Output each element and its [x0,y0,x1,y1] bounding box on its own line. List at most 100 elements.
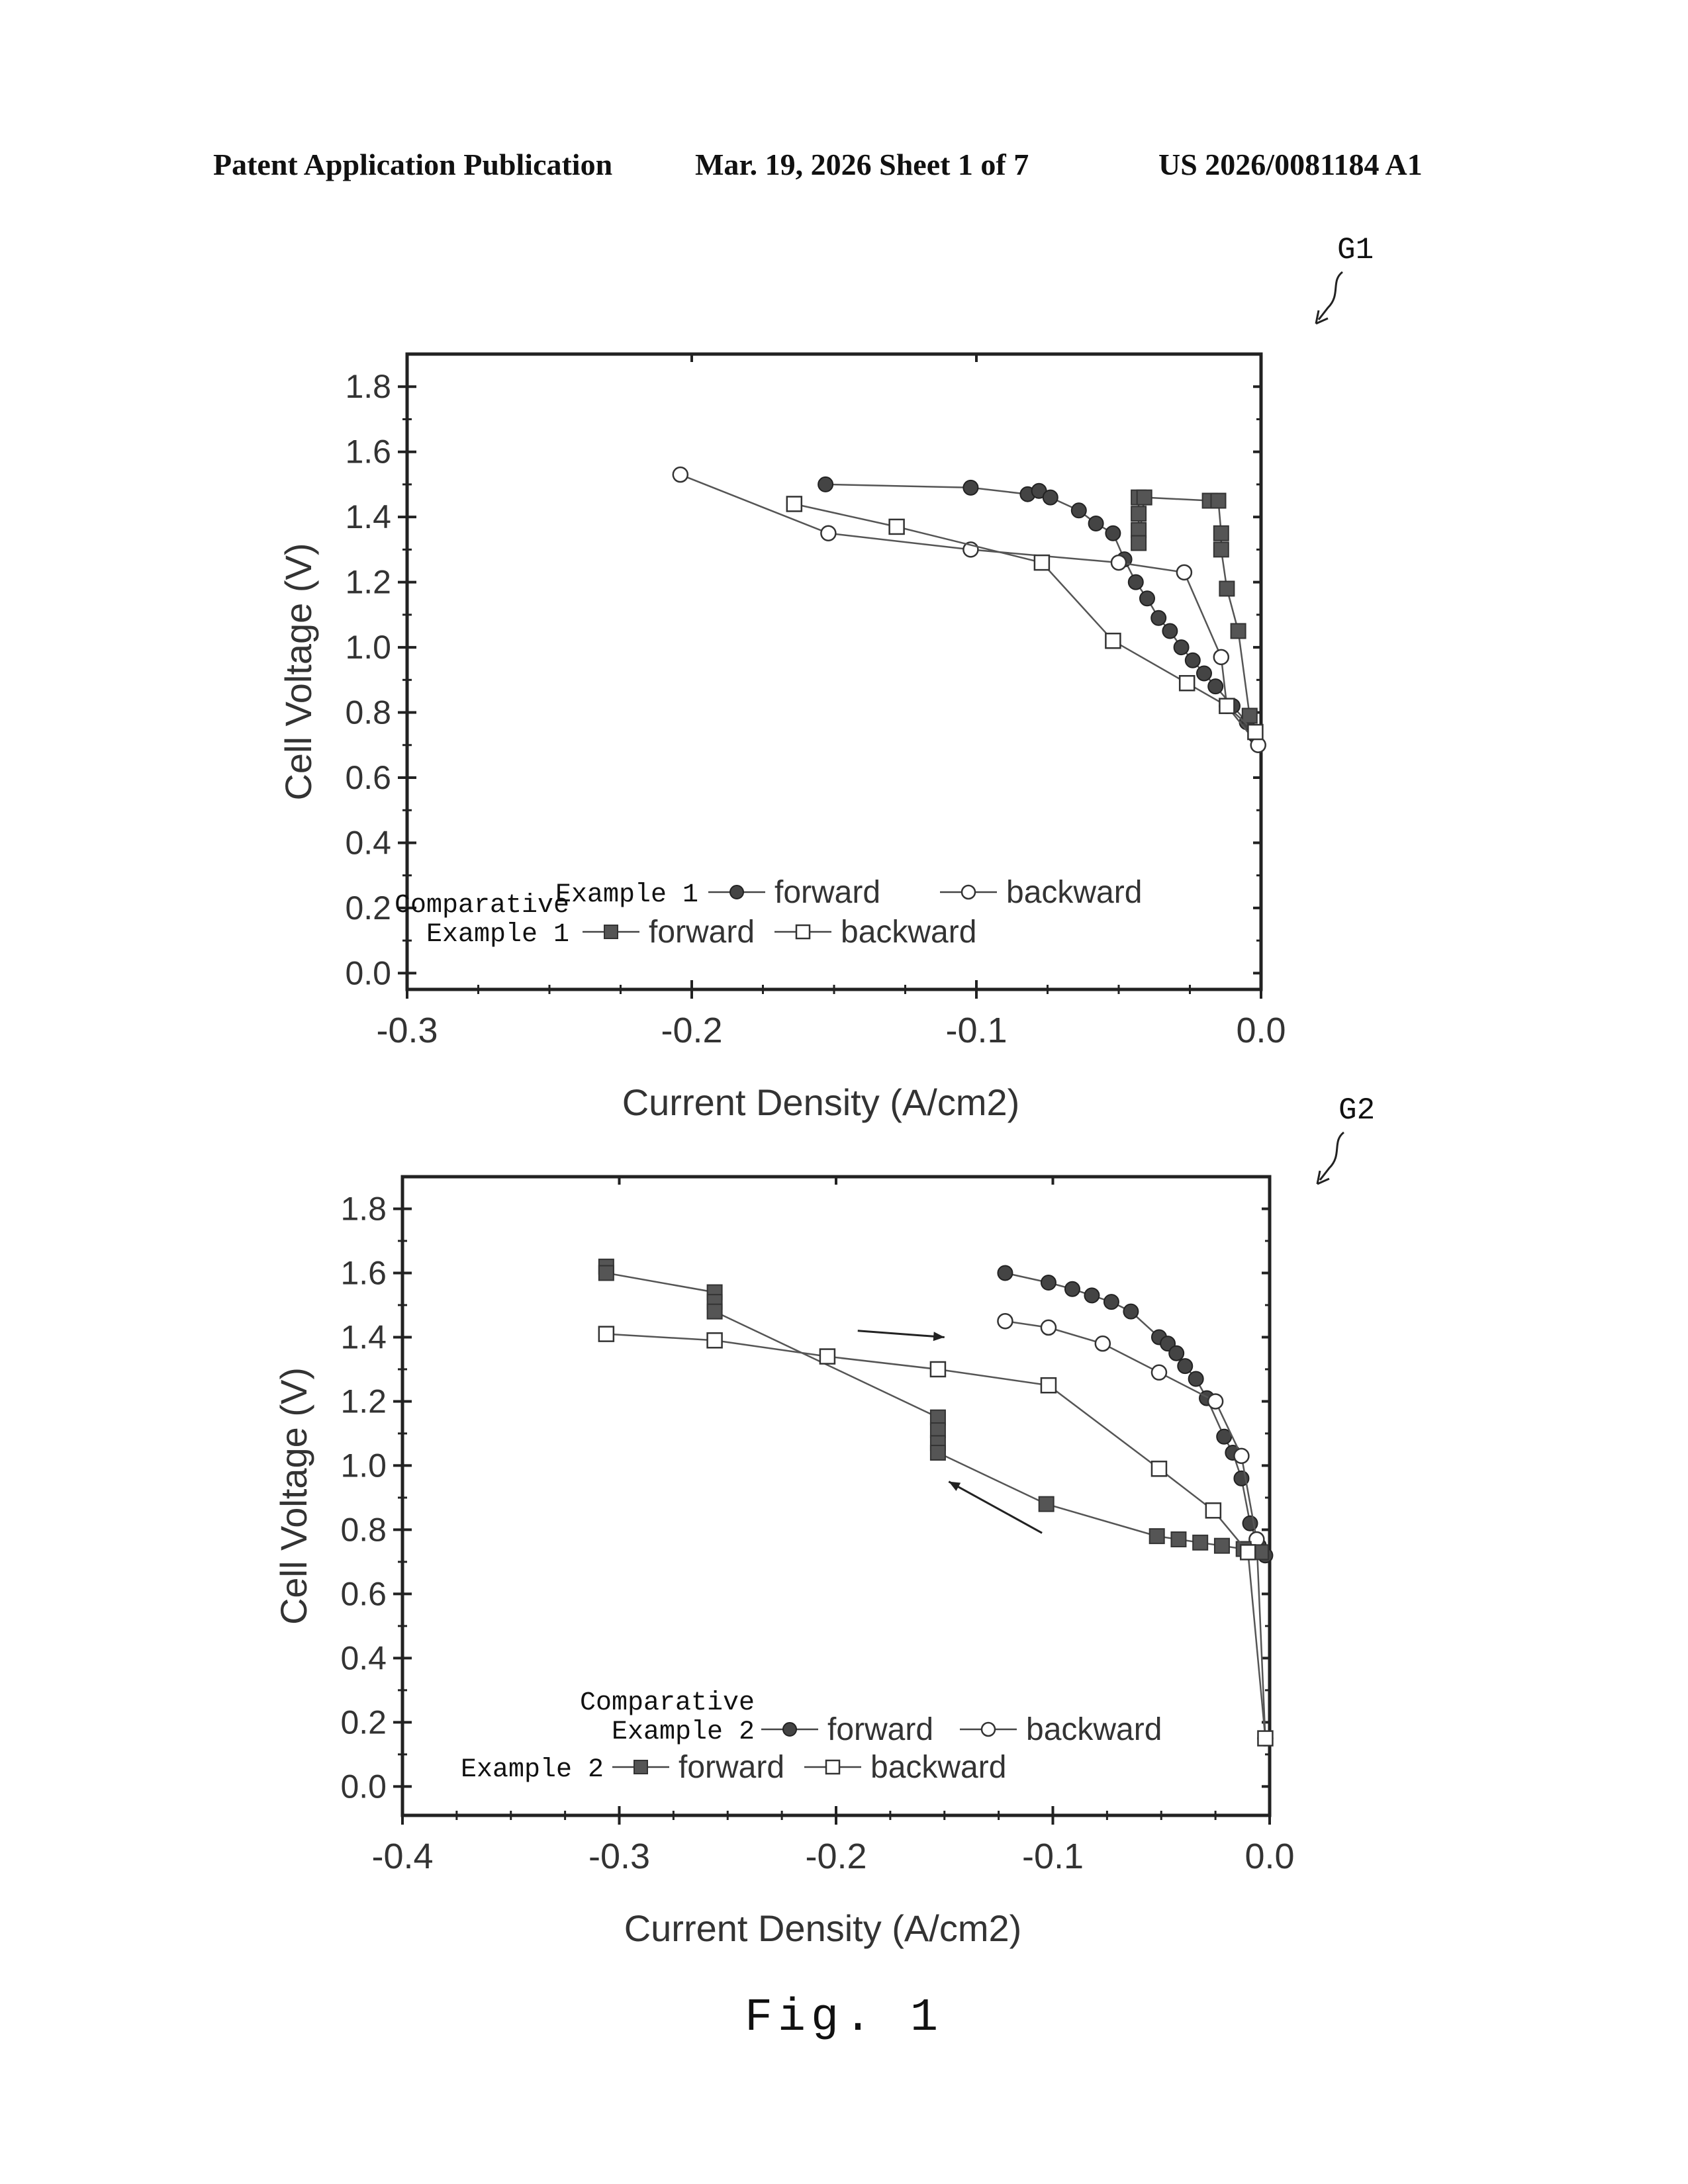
y-tick-label: 1.4 [345,498,391,535]
publication-number: US 2026/0081184 A1 [1158,148,1423,181]
y-tick-label: 1.6 [340,1254,387,1291]
data-point [1219,580,1235,597]
data-point [1038,1496,1055,1512]
data-point [1136,489,1152,506]
legend-group-label: Example 2 [612,1717,755,1747]
x-tick-label: -0.2 [805,1837,867,1876]
data-point [1184,652,1201,668]
data-point [819,1348,836,1365]
x-tick-label: -0.3 [588,1837,650,1876]
y-tick-label: 1.6 [345,433,391,471]
y-tick-label: 1.0 [345,629,391,666]
data-point [706,1332,723,1349]
series-3 [1131,489,1258,724]
data-point [1233,1447,1250,1465]
data-point [1241,707,1258,724]
y-tick-label: 0.4 [345,824,391,861]
data-point [1040,1319,1057,1336]
data-point [706,1303,723,1320]
series-3 [598,1258,1269,1561]
y-axis-title: Cell Voltage (V) [277,543,319,800]
legend-marker [961,884,976,900]
series-line [680,474,1259,746]
data-point [1127,574,1144,590]
x-tick-label: 0.0 [1236,1011,1286,1050]
legend-item-label: backward [841,915,976,950]
g2-reference-arrow-icon [1316,1131,1345,1185]
x-axis-title: Current Density (A/cm2) [624,1907,1022,1949]
data-point [1213,525,1229,541]
data-point [786,496,803,512]
data-point [1178,674,1196,692]
data-point [1207,1393,1224,1410]
series-2 [672,466,1266,754]
legend-item-label: forward [649,915,755,950]
y-tick-label: 0.6 [340,1575,387,1612]
legend: Example 1 forward backward ComparativeExamp… [395,875,1142,950]
y-tick-label: 1.2 [340,1383,387,1420]
annotation-arrow [948,1480,1043,1534]
data-point [1162,623,1178,639]
legend-marker [980,1721,996,1737]
data-point [1213,541,1229,558]
chart-g1: 0.0 0.2 0.4 0.6 0.8 1.0 1.2 1.4 1.6 1.8 -0.3 -0.2 -0… [277,352,1286,1123]
data-point [1064,1281,1080,1297]
publication-title: Patent Application Publication [213,148,613,181]
y-tick-label: 0.2 [340,1704,387,1741]
annotation-arrowhead [949,1481,961,1491]
graph-label-g1: G1 [1337,233,1374,267]
data-point [1192,1534,1209,1551]
series-line [1005,1320,1266,1739]
data-point [1103,1294,1119,1310]
legend-marker [729,885,744,899]
data-point [1040,1377,1057,1394]
g1-reference-arrow-icon [1315,271,1344,325]
data-point [1173,639,1190,656]
y-tick-label: 0.0 [340,1768,387,1805]
data-point [962,479,979,496]
legend-marker [825,1759,841,1775]
series-4 [598,1326,1274,1747]
series-line [606,1333,1266,1739]
y-axis-title: Cell Voltage (V) [273,1367,314,1625]
series-1 [997,1265,1274,1564]
y-tick-label: 0.2 [345,889,391,927]
legend-marker [782,1722,797,1737]
data-point [1176,564,1193,581]
data-point [1168,1345,1185,1361]
data-point [1170,1531,1187,1547]
data-point [1139,590,1155,607]
data-point [1040,1275,1056,1291]
data-point [1110,554,1127,571]
data-point [1240,1544,1256,1561]
data-point [1105,632,1121,649]
data-point [1131,506,1147,522]
y-tick-label: 0.8 [340,1511,387,1548]
data-point [1149,1528,1165,1545]
y-tick-label: 1.4 [340,1318,387,1355]
y-tick-label: 0.0 [345,954,391,991]
data-point [1257,1730,1274,1747]
data-point [1084,1287,1100,1304]
data-point [820,525,837,542]
data-point [672,466,689,483]
legend-item-label: forward [679,1750,784,1785]
legend-item-label: backward [870,1750,1006,1785]
data-point [1230,623,1246,639]
data-point [1042,489,1058,506]
data-point [888,518,905,535]
data-point [997,1265,1013,1281]
legend-item-label: forward [827,1712,933,1747]
legend-group-label: Example 2 [461,1755,604,1785]
x-tick-label: -0.2 [661,1011,722,1050]
x-tick-label: -0.4 [371,1837,433,1876]
data-point [1247,723,1264,741]
legend-marker [633,1760,648,1774]
data-point [1213,649,1230,666]
y-tick-label: 1.8 [345,368,391,405]
y-tick-label: 0.6 [345,759,391,796]
y-tick-label: 0.8 [345,694,391,731]
x-tick-label: 0.0 [1244,1837,1294,1876]
data-point [997,1312,1013,1330]
legend-group-label: Comparative [580,1688,755,1718]
